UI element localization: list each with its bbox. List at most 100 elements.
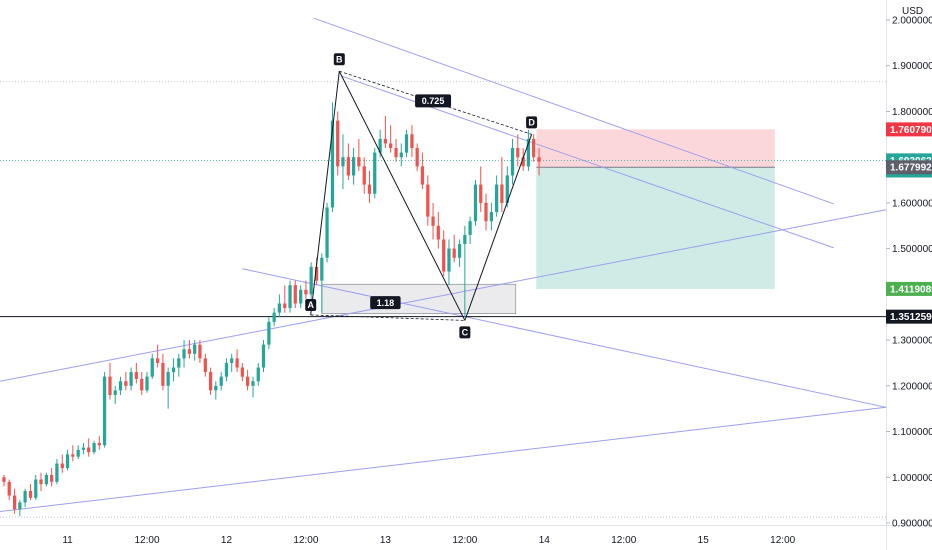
bullish-candle <box>34 474 38 501</box>
harmonic-pattern[interactable]: A B C D 1.18 0.725 <box>305 53 538 339</box>
bullish-candle <box>256 362 260 386</box>
bullish-candle <box>92 440 96 455</box>
bullish-candle <box>150 353 154 379</box>
candle-body <box>346 157 350 176</box>
candle-body <box>28 490 33 498</box>
candle-body <box>240 367 244 377</box>
bearish-candle <box>362 157 366 194</box>
time-tick-label: 12:00 <box>452 535 477 546</box>
price-tick-label: 1.30000000 <box>892 336 932 347</box>
bearish-candle <box>203 353 207 377</box>
bearish-candle <box>479 166 483 213</box>
bullish-candle <box>182 340 186 368</box>
candle-body <box>118 381 123 391</box>
trend-line[interactable] <box>0 406 887 513</box>
bullish-candle <box>166 367 170 409</box>
pattern-point-a[interactable]: A <box>305 298 317 311</box>
price-label: 1.35125918 <box>886 309 932 324</box>
candle-body <box>108 376 112 395</box>
candle-body <box>330 120 335 208</box>
pattern-leg <box>310 71 340 315</box>
bearish-candle <box>2 474 6 487</box>
candle-body <box>267 321 271 345</box>
bullish-candle <box>288 280 292 313</box>
bearish-candle <box>383 116 388 149</box>
candle-body <box>357 157 361 167</box>
position-tool[interactable] <box>321 129 775 314</box>
stop-loss-zone[interactable] <box>536 129 775 168</box>
candle-body <box>161 362 165 386</box>
candle-body <box>394 148 398 158</box>
point-badge <box>526 116 538 129</box>
candle-body <box>256 367 260 382</box>
price-label-bg <box>886 309 932 324</box>
candle-body <box>399 152 403 158</box>
candle-body <box>309 266 313 295</box>
candle-body <box>245 376 250 386</box>
candle-body <box>124 381 128 386</box>
candle-body <box>442 239 446 272</box>
price-tick-label: 2.00000000 <box>892 16 932 27</box>
time-tick-label: 12 <box>221 535 233 546</box>
bearish-candle <box>304 280 308 299</box>
candle-body <box>156 358 160 363</box>
time-tick-label: 13 <box>380 535 392 546</box>
price-label: 1.41190891 <box>886 281 932 296</box>
candle-body <box>140 378 144 391</box>
bullish-candle <box>272 308 276 327</box>
price-label-bg <box>886 122 932 137</box>
bullish-candle <box>473 180 478 226</box>
candle-body <box>193 344 197 354</box>
bearish-candle <box>71 445 75 462</box>
bearish-candle <box>124 372 128 391</box>
point-badge <box>459 326 471 339</box>
candle-body <box>18 502 22 510</box>
highlight-rectangle[interactable] <box>321 283 517 314</box>
bearish-candle <box>283 285 287 313</box>
bearish-candle <box>389 125 393 153</box>
candle-body <box>272 312 276 322</box>
candle-body <box>420 166 425 185</box>
bullish-candle <box>177 353 181 377</box>
bearish-candle <box>293 280 297 309</box>
price-label-text: 1.67799290 <box>890 163 932 174</box>
trend-lines[interactable] <box>0 17 887 513</box>
take-profit-zone[interactable] <box>536 167 775 289</box>
time-axis[interactable]: 11 12:00 12 12:00 13 12:00 14 12:00 15 12:00 <box>62 535 795 546</box>
price-tick-label: 1.60000000 <box>892 198 932 209</box>
price-tick-label: 1.50000000 <box>892 244 932 255</box>
bullish-candle <box>76 445 80 459</box>
trend-line[interactable] <box>0 209 887 382</box>
bearish-candle <box>97 436 101 450</box>
bearish-candle <box>208 367 213 395</box>
bullish-candle <box>330 102 335 213</box>
trend-line[interactable] <box>313 17 834 205</box>
bullish-candle <box>193 340 197 361</box>
time-tick-label: 12:00 <box>611 535 636 546</box>
pattern-ratio-badge[interactable]: 1.18 <box>370 296 401 310</box>
candle-body <box>320 257 324 281</box>
bullish-candle <box>351 148 356 185</box>
pattern-point-d[interactable]: D <box>526 116 538 129</box>
bullish-candle <box>261 340 266 373</box>
time-tick-label: 11 <box>62 535 73 546</box>
bullish-candle <box>277 294 282 318</box>
price-label-bg <box>886 160 932 175</box>
candle-body <box>261 344 266 368</box>
price-label-text: 1.35125918 <box>890 312 932 323</box>
price-axis[interactable]: USD 2.00000000 1.90000000 1.80000000 1.6000… <box>886 6 932 529</box>
bullish-candle <box>129 367 133 391</box>
bullish-candle <box>457 239 462 267</box>
bearish-candle <box>198 340 202 363</box>
candle-body <box>367 184 372 194</box>
candle-body <box>214 385 218 391</box>
pattern-ratio-badge[interactable]: 0.725 <box>415 94 452 108</box>
currency-label: USD <box>902 6 923 17</box>
candle-body <box>113 390 117 395</box>
candle-body <box>203 358 207 373</box>
trend-line[interactable] <box>242 268 887 408</box>
pattern-point-c[interactable]: C <box>459 326 471 339</box>
pattern-point-b[interactable]: B <box>333 53 345 66</box>
candle-body <box>489 212 494 222</box>
